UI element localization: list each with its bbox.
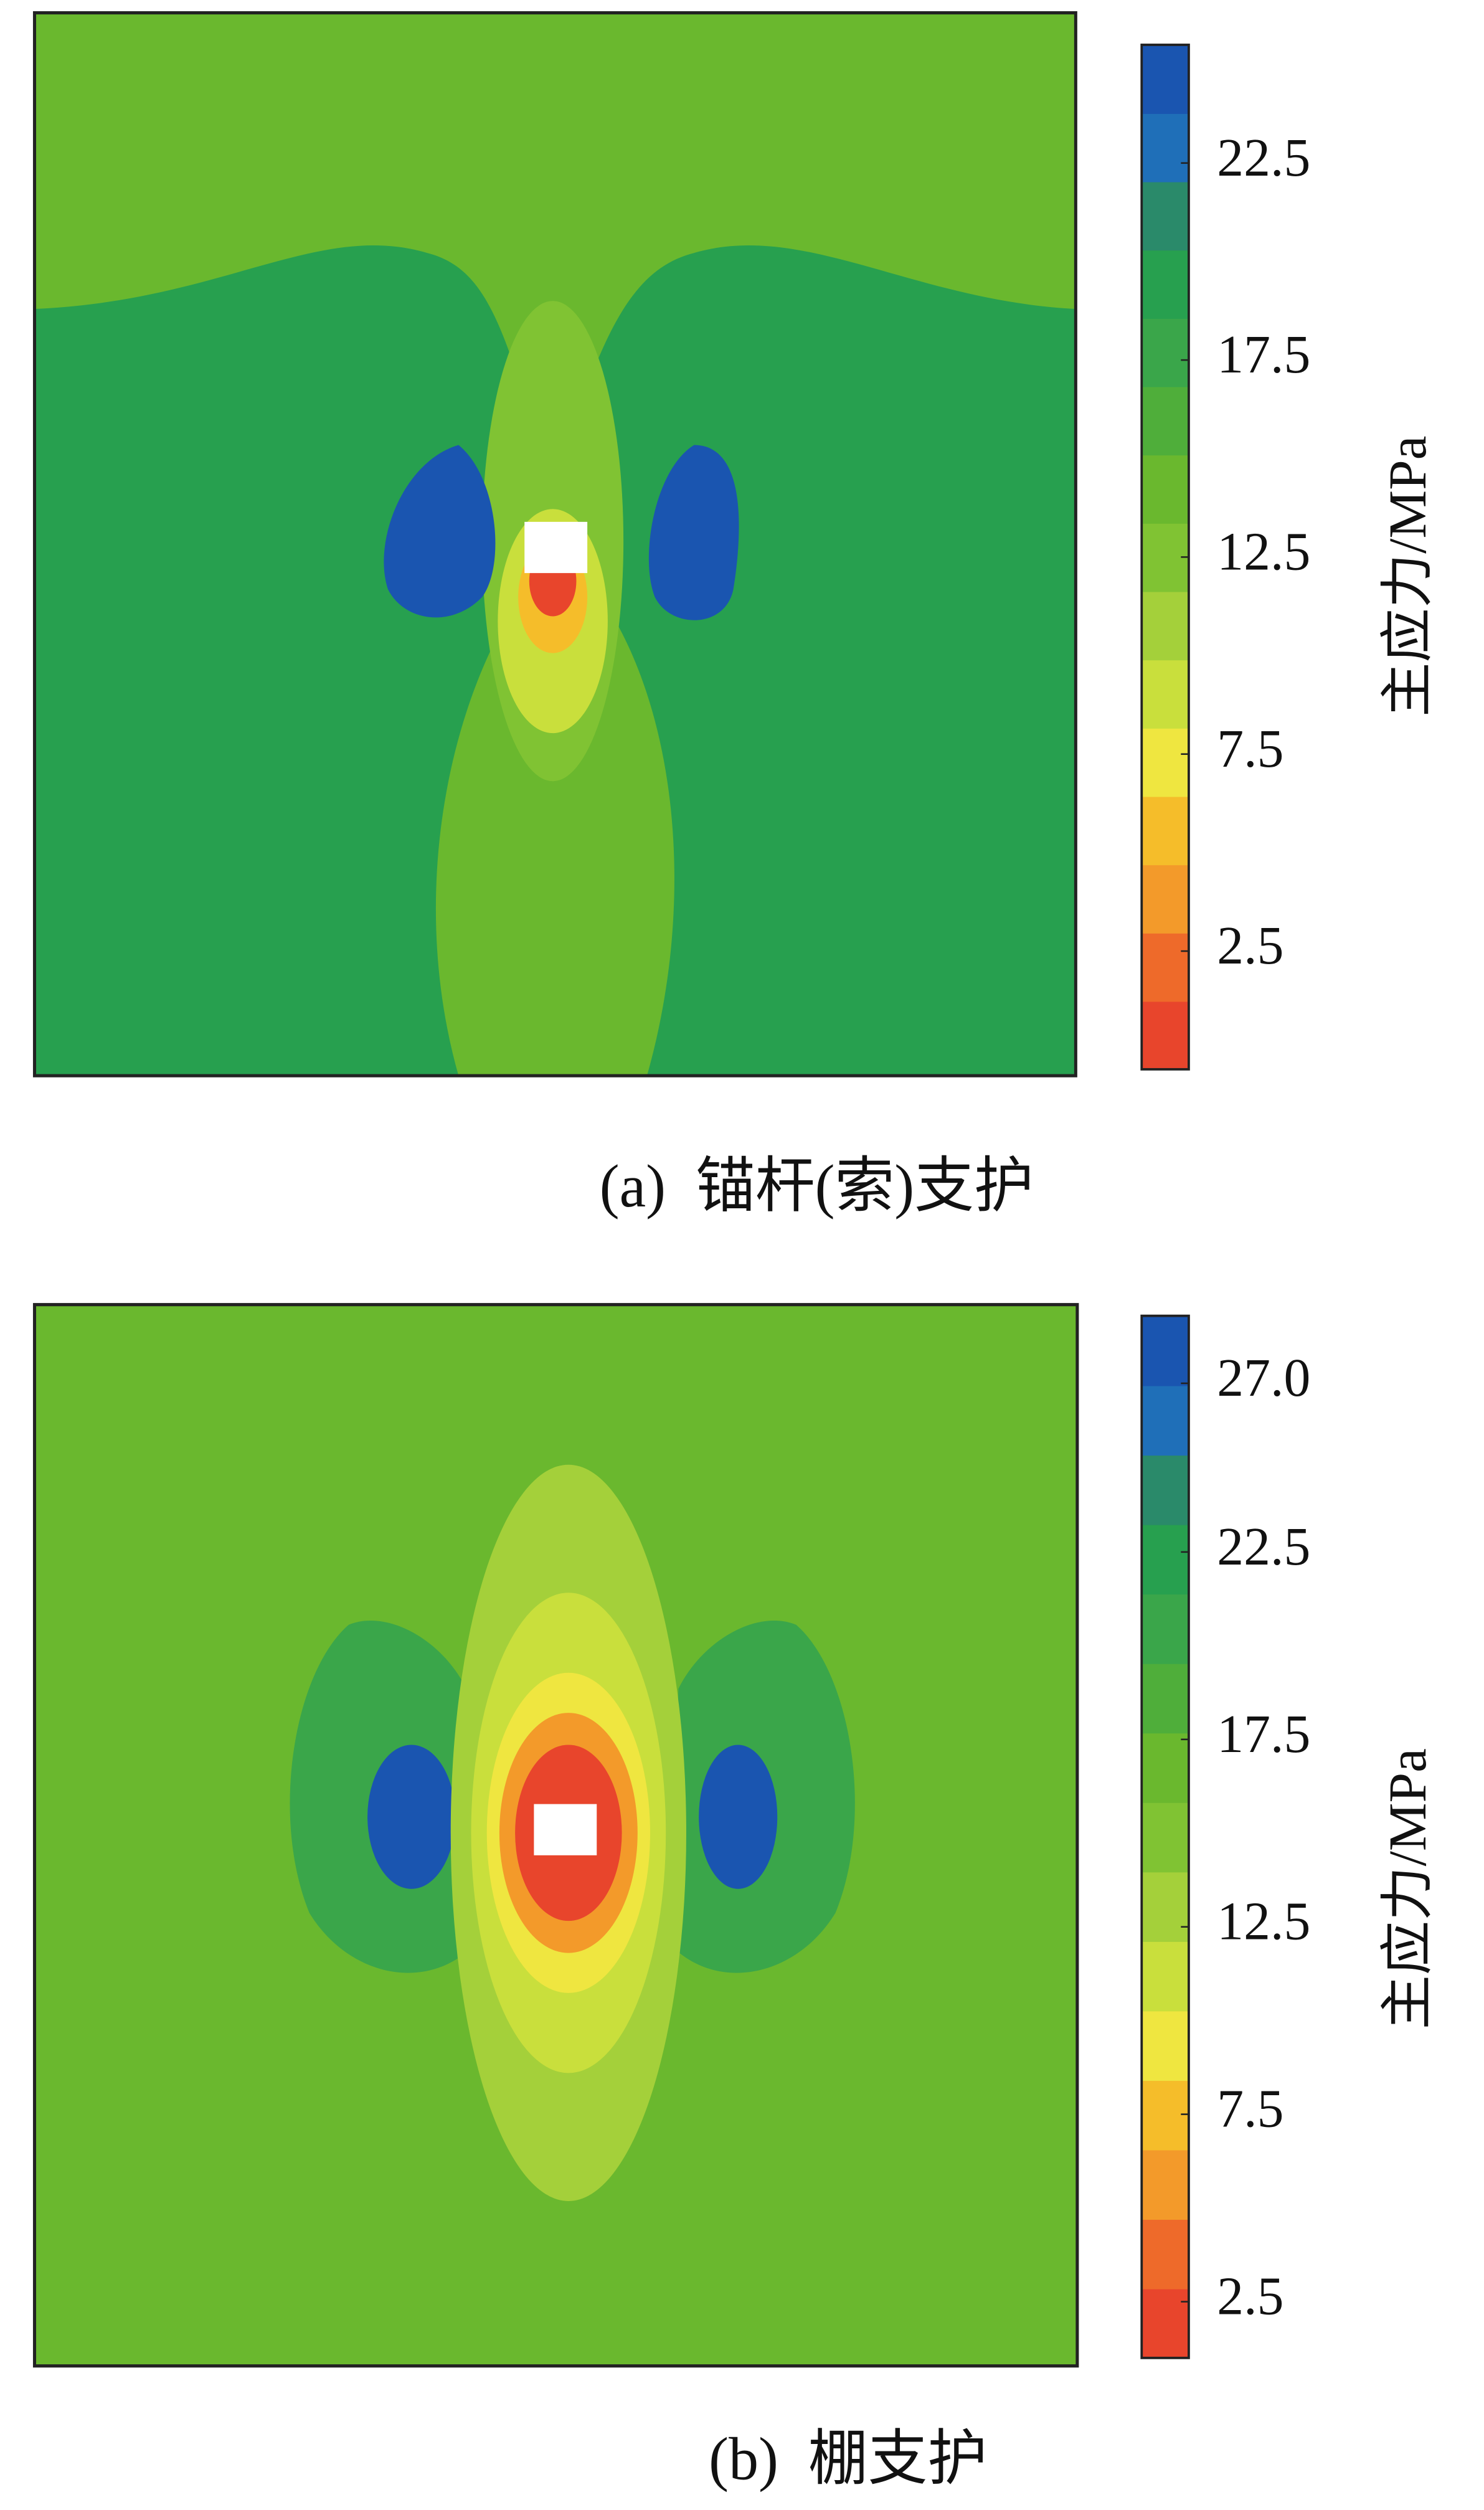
- field-region: [367, 1745, 456, 1889]
- colorbar-tick-label: 12.5: [1217, 1891, 1310, 1951]
- colorbar-band: [1141, 2219, 1189, 2290]
- colorbar-band: [1141, 932, 1189, 1002]
- field-region: [34, 245, 1076, 1076]
- plot-frame: [32, 1303, 1079, 2368]
- colorbar-tick-label: 27.0: [1217, 1347, 1310, 1408]
- colorbar-tick-label: 2.5: [1217, 2266, 1283, 2326]
- contour-field: [34, 1304, 1077, 2366]
- colorbar-band: [1141, 1593, 1189, 1664]
- colorbar-tick-label: 7.5: [1217, 2078, 1283, 2139]
- colorbar-band: [1141, 1802, 1189, 1873]
- colorbar-band: [1141, 727, 1189, 797]
- colorbar-label: 主应力/MPa: [1378, 436, 1437, 717]
- colorbar-band: [1141, 2080, 1189, 2151]
- colorbar-band: [1141, 1001, 1189, 1071]
- plot-frame: [32, 11, 1077, 1077]
- caption: (a) 锚杆(索)支护: [600, 1152, 1034, 1219]
- colorbar-band: [1141, 1315, 1189, 1386]
- colorbar-tick-label: 17.5: [1217, 1703, 1310, 1764]
- colorbar-band: [1141, 796, 1189, 866]
- colorbar-band: [1141, 249, 1189, 319]
- colorbar-band: [1141, 1663, 1189, 1734]
- colorbar-band: [1141, 181, 1189, 251]
- colorbar-band: [1141, 1524, 1189, 1595]
- colorbar-band: [1141, 864, 1189, 934]
- colorbar-tick-label: 22.5: [1217, 1516, 1310, 1576]
- colorbar-band: [1141, 386, 1189, 456]
- opening: [534, 1804, 597, 1855]
- field-region: [648, 445, 739, 620]
- colorbar-band: [1141, 318, 1189, 387]
- colorbar-band: [1141, 1732, 1189, 1803]
- colorbar-tick-label: 7.5: [1217, 718, 1283, 779]
- colorbar-band: [1141, 1454, 1189, 1525]
- colorbar-band: [1141, 2010, 1189, 2081]
- colorbar-band: [1141, 1941, 1189, 2012]
- field-region: [384, 445, 496, 618]
- colorbar-band: [1141, 2149, 1189, 2220]
- colorbar-label: 主应力/MPa: [1378, 1748, 1437, 2029]
- colorbar-frame: [1140, 1314, 1190, 2359]
- colorbar-band: [1141, 659, 1189, 729]
- colorbar-band: [1141, 454, 1189, 524]
- contour-field: [34, 12, 1076, 1076]
- colorbar-tick-label: 2.5: [1217, 915, 1283, 975]
- caption: (b) 棚支护: [709, 2425, 987, 2493]
- opening: [524, 521, 588, 574]
- colorbar-band: [1141, 591, 1189, 661]
- colorbar-band: [1141, 44, 1189, 114]
- colorbar-tick-label: 12.5: [1217, 521, 1310, 582]
- colorbar-band: [1141, 1872, 1189, 1942]
- colorbar-band: [1141, 2288, 1189, 2359]
- colorbar-tick-label: 17.5: [1217, 324, 1310, 384]
- colorbar-band: [1141, 113, 1189, 182]
- colorbar-tick-label: 22.5: [1217, 127, 1310, 187]
- field-region: [699, 1745, 778, 1889]
- colorbar-band: [1141, 1385, 1189, 1456]
